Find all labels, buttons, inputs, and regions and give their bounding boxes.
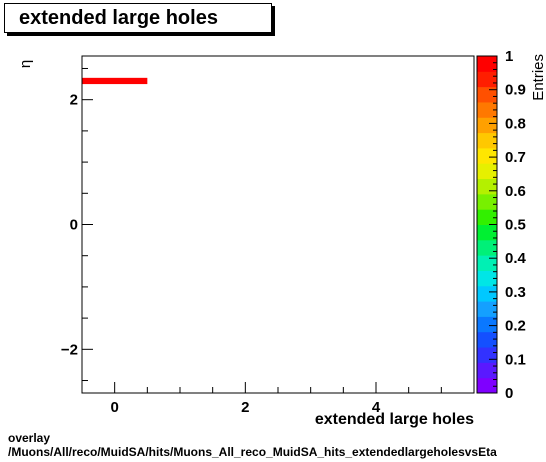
palette-swatch (477, 255, 497, 271)
z-tick-label: 0.3 (505, 284, 526, 301)
z-tick-label: 1 (505, 48, 513, 65)
palette-swatch (477, 224, 497, 241)
palette-swatch (477, 101, 497, 118)
z-tick-label: 0.9 (505, 82, 526, 99)
footer-overlay: overlay (8, 431, 51, 445)
z-tick-label: 0 (505, 385, 513, 402)
palette-swatch (477, 56, 497, 72)
z-tick-label: 0.5 (505, 217, 526, 234)
z-axis-label: Entries (530, 54, 546, 101)
palette-swatch (477, 301, 497, 317)
x-tick-label: 0 (110, 399, 118, 416)
palette-swatch (477, 86, 497, 103)
palette-swatch (477, 347, 497, 363)
palette-swatch (477, 316, 497, 333)
plot-frame (81, 55, 475, 394)
palette-swatch (477, 331, 497, 348)
z-tick-label: 0.8 (505, 115, 526, 132)
palette-swatch (477, 147, 497, 164)
heatmap-cell-0 (82, 77, 148, 85)
palette-swatch (477, 270, 497, 287)
palette-swatch (477, 163, 497, 180)
y-axis-label: η (17, 60, 34, 68)
z-tick-label: 0.4 (505, 250, 527, 267)
palette-swatch (477, 117, 497, 134)
palette-swatch (477, 209, 497, 225)
z-tick-label: 0.2 (505, 318, 526, 335)
palette-swatch (477, 178, 497, 195)
palette-swatch (477, 71, 497, 88)
palette-swatch (477, 239, 497, 256)
palette-swatch (477, 377, 497, 394)
y-tick-label: 2 (70, 92, 78, 109)
y-tick-label: 0 (70, 217, 78, 234)
palette-swatch (477, 193, 497, 210)
chart-title: extended large holes (4, 3, 272, 33)
palette-swatch (477, 285, 497, 302)
z-tick-label: 0.7 (505, 149, 526, 166)
z-tick-label: 0.6 (505, 183, 526, 200)
x-tick-label: 2 (241, 399, 249, 416)
x-axis-label: extended large holes (315, 411, 474, 428)
palette-swatch (477, 362, 497, 379)
z-tick-label: 0.1 (505, 351, 526, 368)
palette-swatch (477, 132, 497, 149)
footer-path: /Muons/All/reco/MuidSA/hits/Muons_All_re… (8, 445, 497, 459)
x-tick-label: 4 (372, 399, 381, 416)
y-tick-label: −2 (61, 341, 78, 358)
